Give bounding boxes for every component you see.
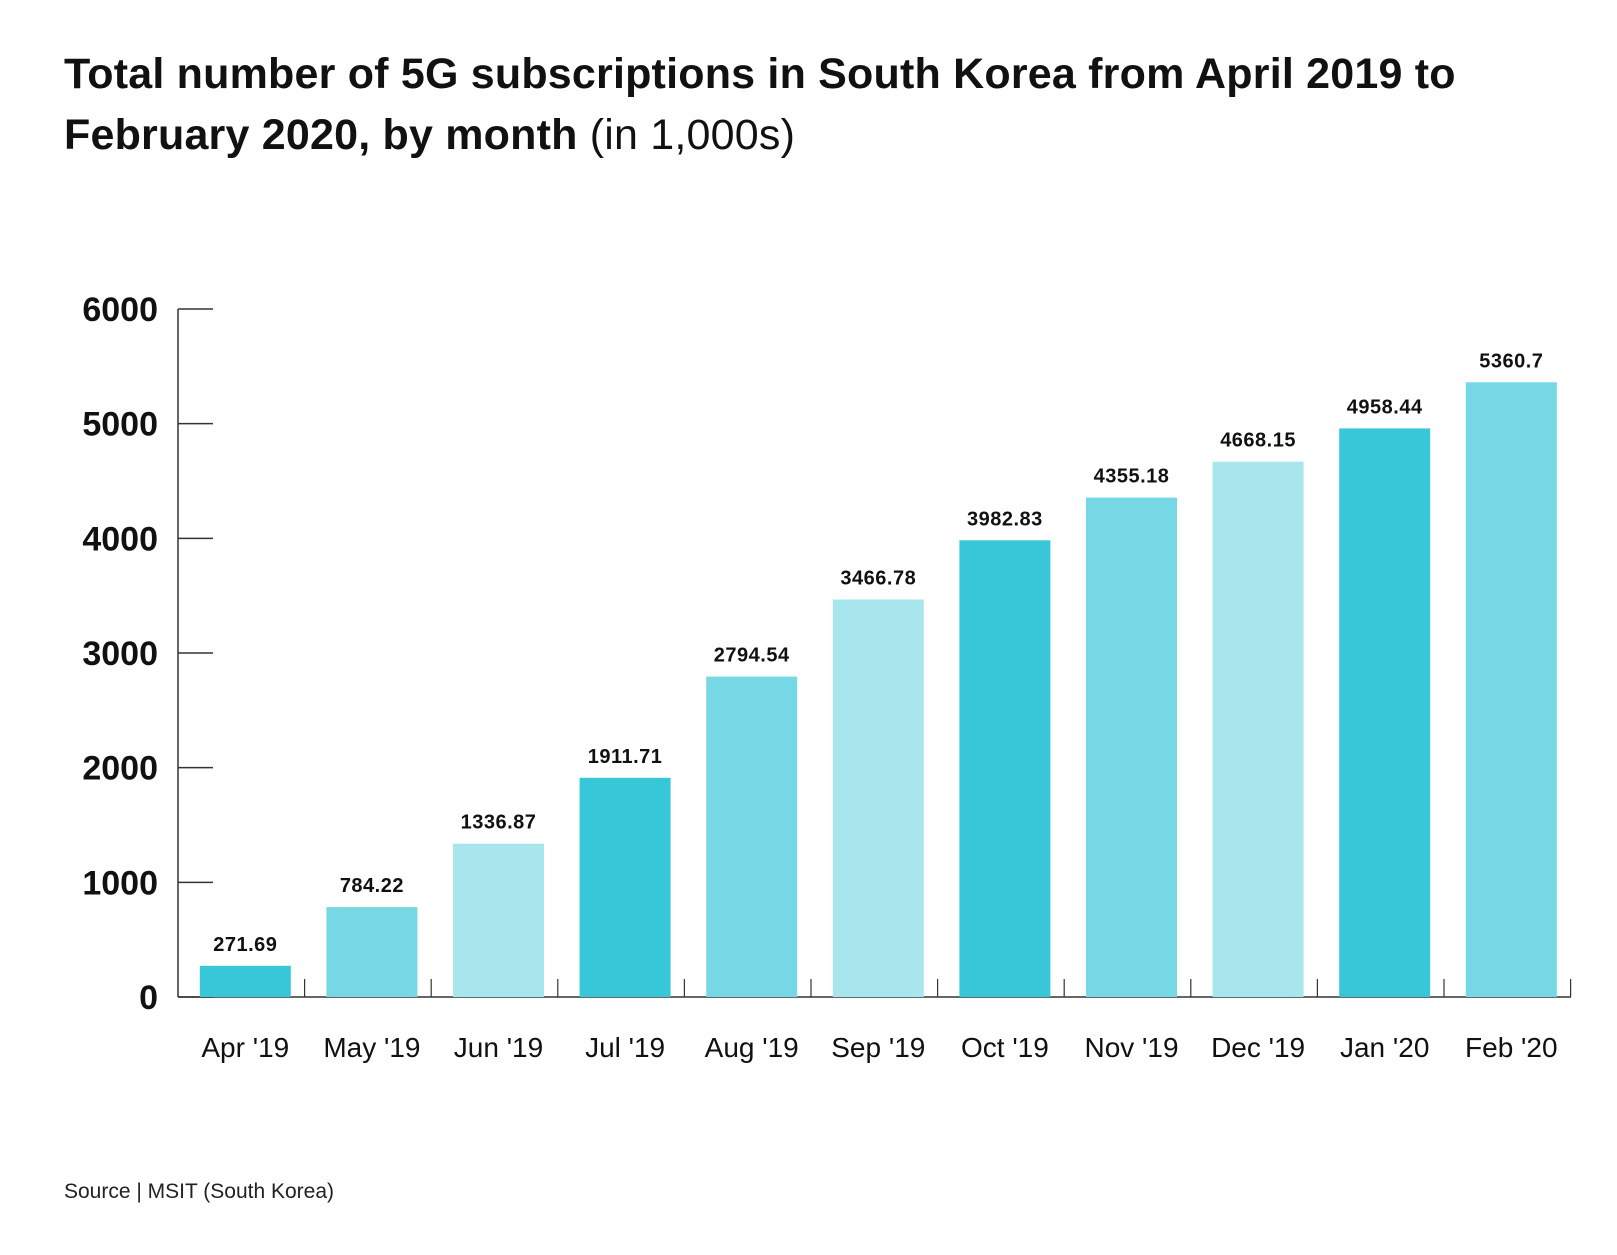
- data-label: 3982.83: [967, 508, 1043, 530]
- chart-title-unit: (in 1,000s): [589, 111, 796, 159]
- x-tick-label: Oct '19: [961, 1032, 1049, 1063]
- bar: [959, 540, 1051, 997]
- data-label: 3466.78: [840, 568, 916, 590]
- data-label: 1336.87: [461, 812, 537, 834]
- data-label: 784.22: [340, 875, 404, 897]
- bar: [1212, 461, 1304, 997]
- data-label: 4668.15: [1220, 430, 1296, 452]
- bar: [1339, 428, 1431, 997]
- y-tick-label: 3000: [82, 635, 158, 673]
- x-tick-label: Jul '19: [585, 1032, 665, 1063]
- bar: [326, 907, 418, 997]
- y-tick-label: 0: [139, 979, 158, 1017]
- x-tick-label: Apr '19: [201, 1032, 289, 1063]
- data-label: 2794.54: [714, 645, 790, 667]
- y-tick-label: 5000: [82, 406, 158, 444]
- y-tick-label: 2000: [82, 750, 158, 788]
- x-tick-label: Dec '19: [1211, 1032, 1305, 1063]
- bar: [579, 777, 671, 997]
- y-tick-label: 1000: [82, 864, 158, 902]
- x-tick-label: Aug '19: [705, 1032, 799, 1063]
- data-label: 4355.18: [1094, 466, 1170, 488]
- x-tick-label: May '19: [323, 1032, 420, 1063]
- chart-title: Total number of 5G subscriptions in Sout…: [64, 44, 1564, 166]
- bar: [199, 965, 291, 997]
- data-labels: 271.69 784.22 1336.87 1911.71 2794.54 3466.78…: [213, 350, 1543, 956]
- y-tick-label: 6000: [82, 291, 158, 329]
- x-tick-label: Nov '19: [1084, 1032, 1178, 1063]
- source-note: Source | MSIT (South Korea): [64, 1180, 335, 1203]
- y-axis: 0 1000 2000 3000 4000 5000 6000: [82, 291, 213, 1017]
- bar: [1086, 497, 1177, 997]
- y-tick-label: 4000: [82, 520, 158, 558]
- bar: [832, 599, 924, 997]
- bar: [1465, 382, 1557, 997]
- data-label: 1911.71: [588, 746, 663, 768]
- x-tick-label: Sep '19: [831, 1032, 925, 1063]
- data-label: 271.69: [213, 934, 277, 956]
- x-tick-label: Jan '20: [1340, 1032, 1429, 1063]
- bar-chart: 0 1000 2000 3000 4000 5000 6000 Apr '19 May '19…: [82, 291, 1572, 1063]
- x-tick-label: Jun '19: [454, 1032, 543, 1063]
- x-tick-label: Feb '20: [1465, 1032, 1558, 1063]
- bar: [706, 676, 798, 997]
- bar: [453, 843, 544, 997]
- chart-title-main: Total number of 5G subscriptions in Sout…: [64, 50, 1456, 159]
- data-label: 5360.7: [1479, 350, 1543, 372]
- bars: [199, 382, 1557, 997]
- data-label: 4958.44: [1347, 396, 1423, 418]
